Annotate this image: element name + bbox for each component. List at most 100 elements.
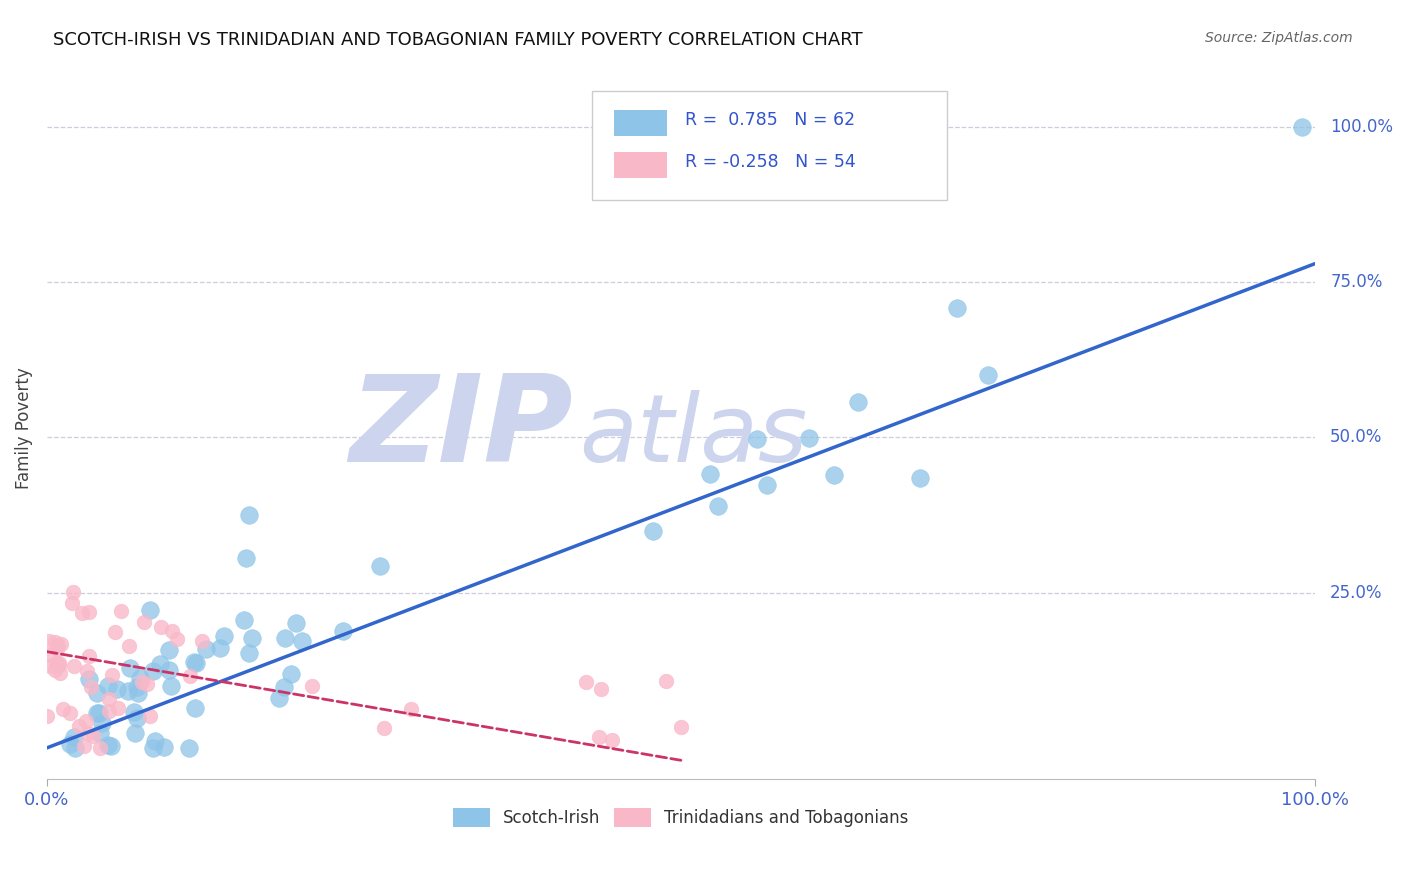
- Point: [125, 711, 148, 725]
- Point: [86, 706, 108, 721]
- Point: [291, 633, 314, 648]
- Point: [184, 700, 207, 714]
- Point: [118, 661, 141, 675]
- Point: [797, 431, 820, 445]
- Point: [139, 603, 162, 617]
- Point: [122, 705, 145, 719]
- Point: [77, 672, 100, 686]
- Text: SCOTCH-IRISH VS TRINIDADIAN AND TOBAGONIAN FAMILY POVERTY CORRELATION CHART: SCOTCH-IRISH VS TRINIDADIAN AND TOBAGONI…: [53, 31, 863, 49]
- Point: [59, 706, 82, 720]
- Point: [212, 629, 235, 643]
- Text: 50.0%: 50.0%: [1330, 428, 1382, 447]
- Point: [107, 700, 129, 714]
- Point: [52, 702, 75, 716]
- Point: [191, 634, 214, 648]
- Point: [589, 681, 612, 696]
- FancyBboxPatch shape: [613, 111, 666, 136]
- Point: [238, 508, 260, 522]
- Point: [699, 467, 721, 481]
- Point: [233, 613, 256, 627]
- Y-axis label: Family Poverty: Family Poverty: [15, 368, 32, 489]
- Point: [48, 658, 70, 673]
- Point: [131, 675, 153, 690]
- Point: [368, 559, 391, 574]
- Text: Source: ZipAtlas.com: Source: ZipAtlas.com: [1205, 31, 1353, 45]
- Point: [60, 596, 83, 610]
- Point: [97, 679, 120, 693]
- Point: [654, 674, 676, 689]
- Point: [77, 605, 100, 619]
- Point: [77, 648, 100, 663]
- Point: [101, 667, 124, 681]
- Point: [82, 729, 104, 743]
- Point: [70, 607, 93, 621]
- Text: 100.0%: 100.0%: [1330, 118, 1393, 136]
- Text: 25.0%: 25.0%: [1330, 583, 1382, 602]
- Point: [142, 664, 165, 678]
- Point: [62, 585, 84, 599]
- Text: R = -0.258   N = 54: R = -0.258 N = 54: [685, 153, 855, 171]
- Point: [62, 730, 84, 744]
- Point: [77, 726, 100, 740]
- Point: [76, 664, 98, 678]
- Point: [117, 684, 139, 698]
- Text: atlas: atlas: [579, 390, 807, 481]
- Point: [301, 679, 323, 693]
- Legend: Scotch-Irish, Trinidadians and Tobagonians: Scotch-Irish, Trinidadians and Tobagonia…: [447, 801, 915, 834]
- Point: [153, 740, 176, 755]
- Point: [157, 642, 180, 657]
- Point: [89, 740, 111, 755]
- Point: [46, 638, 69, 652]
- Point: [280, 667, 302, 681]
- Point: [273, 681, 295, 695]
- Point: [1291, 120, 1313, 134]
- Point: [75, 714, 97, 728]
- Text: ZIP: ZIP: [349, 369, 574, 487]
- Point: [142, 740, 165, 755]
- Point: [135, 676, 157, 690]
- Point: [80, 680, 103, 694]
- Point: [103, 625, 125, 640]
- Point: [138, 708, 160, 723]
- Point: [157, 663, 180, 677]
- Point: [38, 648, 60, 662]
- Point: [118, 639, 141, 653]
- Point: [274, 631, 297, 645]
- Point: [86, 686, 108, 700]
- Point: [89, 726, 111, 740]
- Point: [976, 368, 998, 382]
- Point: [149, 657, 172, 671]
- Point: [235, 551, 257, 566]
- Point: [46, 641, 69, 656]
- Point: [208, 641, 231, 656]
- Point: [575, 675, 598, 690]
- Point: [160, 624, 183, 639]
- Point: [179, 669, 201, 683]
- Point: [284, 615, 307, 630]
- Point: [59, 737, 82, 751]
- Point: [48, 657, 70, 671]
- Point: [45, 657, 67, 671]
- Point: [747, 432, 769, 446]
- Point: [105, 682, 128, 697]
- Point: [37, 708, 59, 723]
- Text: R =  0.785   N = 62: R = 0.785 N = 62: [685, 112, 855, 129]
- Text: 75.0%: 75.0%: [1330, 273, 1382, 292]
- Point: [134, 615, 156, 630]
- Point: [90, 715, 112, 730]
- Point: [124, 726, 146, 740]
- Point: [194, 642, 217, 657]
- Point: [166, 632, 188, 647]
- Point: [707, 500, 730, 514]
- Point: [73, 739, 96, 753]
- Point: [44, 635, 66, 649]
- Point: [63, 659, 86, 673]
- Point: [669, 720, 692, 734]
- Point: [183, 655, 205, 669]
- Point: [756, 477, 779, 491]
- Point: [67, 719, 90, 733]
- Point: [97, 738, 120, 752]
- Point: [643, 524, 665, 538]
- Point: [823, 468, 845, 483]
- Point: [127, 686, 149, 700]
